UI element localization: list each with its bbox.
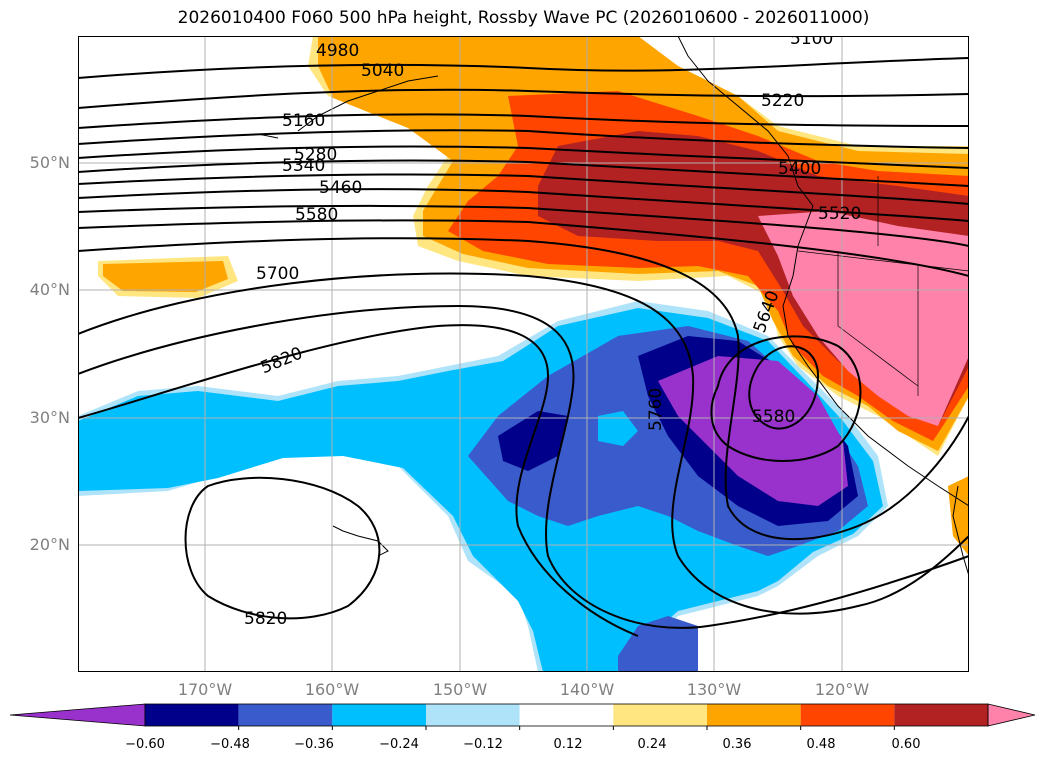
lat-label-50n: 50°N — [29, 153, 70, 172]
map-panel: 4980 5040 5100 5160 5220 5280 5340 5400 … — [78, 36, 969, 672]
colorbar-tick: 0.24 — [637, 737, 667, 752]
colorbar-cell — [426, 704, 520, 726]
map-canvas: 4980 5040 5100 5160 5220 5280 5340 5400 … — [78, 36, 969, 672]
colorbar-extend-min — [10, 703, 146, 727]
contour-label: 5220 — [761, 91, 804, 111]
colorbar-cell — [332, 704, 426, 726]
colorbar-tick: 0.60 — [891, 737, 921, 752]
contour-label: 5340 — [282, 156, 325, 176]
colorbar-extend-max — [987, 703, 1036, 727]
colorbar-tick: −0.12 — [463, 737, 503, 752]
lon-label-150w: 150°W — [432, 680, 488, 699]
colorbar-tick: −0.48 — [210, 737, 250, 752]
lon-label-120w: 120°W — [814, 680, 870, 699]
colorbar-tick: −0.60 — [125, 737, 165, 752]
colorbar-cell — [894, 704, 988, 726]
contour-label: 5760 — [646, 388, 666, 431]
contour-label: 5100 — [790, 36, 833, 49]
colorbar-cell — [238, 704, 333, 726]
lon-label-160w: 160°W — [304, 680, 360, 699]
colorbar — [10, 703, 1036, 730]
colorbar-cell — [613, 704, 707, 726]
colorbar-tick: 0.36 — [722, 737, 752, 752]
contour-label: 5160 — [282, 111, 325, 131]
colorbar-cell — [145, 704, 239, 726]
gridlines — [78, 36, 969, 672]
contour-label: 5580 — [295, 205, 338, 225]
contour-label: 5520 — [818, 204, 861, 224]
contour-label: 5700 — [256, 264, 299, 284]
lon-label-140w: 140°W — [559, 680, 615, 699]
contour-label: 5820 — [244, 609, 287, 629]
contour-label: 5040 — [361, 61, 404, 81]
contour-label: 5580 — [752, 407, 795, 427]
contour-label: 5460 — [319, 178, 362, 198]
map-title: 2026010400 F060 500 hPa height, Rossby W… — [177, 8, 870, 28]
map-frame — [78, 36, 969, 672]
colorbar-cell — [707, 704, 801, 726]
state-borders — [797, 176, 969, 396]
colorbar-tick: 0.12 — [553, 737, 583, 752]
lon-label-170w: 170°W — [177, 680, 233, 699]
colorbar-tick: 0.48 — [806, 737, 836, 752]
colorbar-tick: −0.36 — [294, 737, 334, 752]
contour-label: 5280 — [294, 145, 337, 165]
lon-label-130w: 130°W — [686, 680, 742, 699]
lat-label-30n: 30°N — [29, 408, 70, 427]
lat-label-20n: 20°N — [29, 535, 70, 554]
lat-label-40n: 40°N — [29, 280, 70, 299]
colorbar-cell — [800, 704, 895, 726]
height-contours — [78, 57, 969, 637]
colorbar-tick: −0.24 — [379, 737, 419, 752]
contour-label: 5400 — [778, 159, 821, 179]
contour-label: 4980 — [316, 41, 359, 61]
colorbar-frame — [144, 703, 989, 727]
colorbar-cell — [519, 704, 614, 726]
